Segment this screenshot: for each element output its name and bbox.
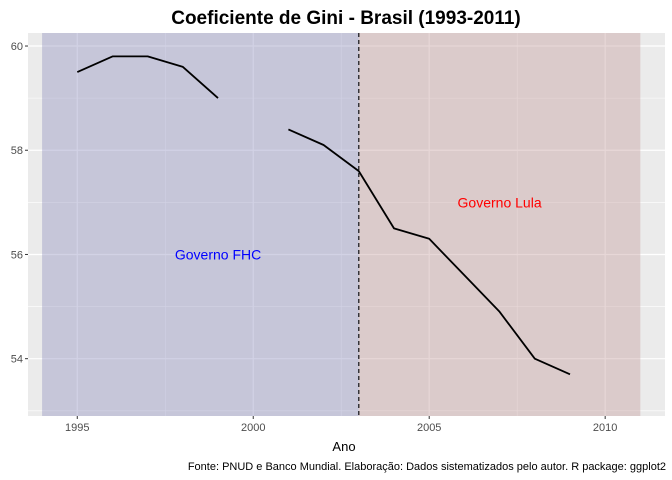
series-line [76, 55, 219, 99]
x-tick-label: 2010 [593, 422, 617, 434]
x-tick-label: 2000 [241, 422, 265, 434]
region-labels: Governo FHC Governo Lula [175, 194, 542, 262]
y-axis-ticks: 54 56 58 60 [11, 41, 28, 366]
y-tick-label: 54 [11, 354, 23, 366]
y-tick-label: 56 [11, 249, 23, 261]
y-tick-label: 60 [11, 41, 23, 53]
x-axis-title: Ano [332, 439, 355, 454]
region-label: Governo FHC [175, 246, 261, 262]
region-band [42, 33, 359, 416]
x-tick-label: 1995 [65, 422, 89, 434]
y-tick-label: 58 [11, 145, 23, 157]
series-line [288, 128, 571, 376]
region-band [358, 33, 641, 416]
x-axis-ticks: 1995 2000 2005 2010 [65, 416, 617, 434]
chart-caption: Fonte: PNUD e Banco Mundial. Elaboração:… [188, 461, 666, 473]
x-tick-label: 2005 [417, 422, 441, 434]
government-regions [42, 33, 641, 416]
plot-panel [28, 33, 665, 416]
chart-title: Coeficiente de Gini - Brasil (1993-2011) [171, 8, 521, 29]
grid-lines [28, 33, 665, 416]
gini-series [76, 55, 571, 376]
region-label: Governo Lula [458, 194, 542, 210]
